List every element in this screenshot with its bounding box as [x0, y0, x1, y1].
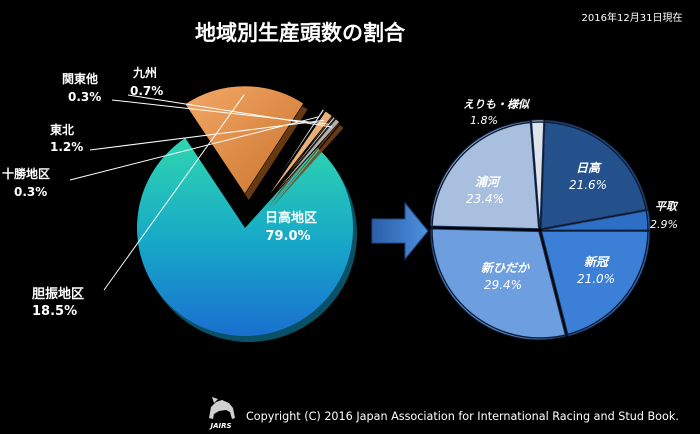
slice-label-value: 23.4% [466, 192, 504, 206]
slice-label-value: 1.2% [50, 140, 83, 154]
slice-label-name: 九州 [132, 65, 157, 80]
leader-line-3 [69, 116, 319, 181]
slice-label-value: 79.0% [265, 229, 310, 244]
left-pie [136, 85, 357, 342]
slice-label-value: 0.3% [68, 90, 101, 104]
pie-slice-2 [184, 85, 305, 195]
chart-title: 地域別生産頭数の割合 [195, 21, 406, 45]
slice-label-value: 2.9% [650, 218, 678, 231]
copyright-text: Copyright (C) 2016 Japan Association for… [246, 410, 679, 423]
slice-label-name: 新ひだか [481, 261, 530, 275]
label-hidaka-region: 日高地区 79.0% [265, 210, 317, 244]
slice-label-name: 十勝地区 [2, 166, 50, 181]
pie-slice-1 [540, 120, 649, 230]
pie-slice-2 [541, 209, 651, 231]
pie-slice-6 [266, 118, 340, 203]
pie-slice-6 [530, 119, 545, 229]
leader-line-2 [103, 94, 245, 291]
slice-label-name: 平取 [655, 200, 679, 213]
label-biratori: 平取 2.9% [650, 200, 679, 231]
slice-label-value: 0.3% [14, 185, 47, 199]
slice-label-name: 新冠 [584, 255, 610, 269]
slice-label-value: 0.7% [130, 84, 163, 98]
slice-label-name: 関東他 [62, 71, 98, 86]
label-hidaka-town: 日高 21.6% [569, 161, 607, 192]
label-tokachi-region: 十勝地区 0.3% [2, 166, 50, 199]
logo-text: JAIRS [208, 422, 231, 430]
slice-shadow [270, 122, 340, 208]
left-pie-leader-lines [69, 94, 333, 291]
slice-label-value: 21.0% [577, 272, 615, 286]
label-tohoku: 東北 1.2% [50, 122, 83, 154]
label-iburi-region: 胆振地区 18.5% [32, 286, 84, 319]
slice-shadow [271, 124, 344, 209]
slice-label-name: 東北 [50, 122, 74, 137]
slice-label-name: 日高地区 [265, 210, 317, 226]
jairs-logo: JAIRS [208, 397, 235, 430]
slice-label-name: えりも・様似 [463, 98, 531, 111]
leader-line-6 [127, 94, 333, 128]
pie-slice-4 [264, 110, 333, 201]
pie-slice-4 [430, 228, 567, 341]
pie-slice-1 [136, 138, 353, 336]
label-erimo-samani: えりも・様似 1.8% [463, 98, 531, 127]
slice-label-value: 29.4% [484, 278, 522, 292]
leader-line-4 [89, 119, 324, 151]
pie-slice-3 [540, 230, 651, 337]
label-urakawa: 浦河 23.4% [466, 175, 504, 206]
label-niikappu: 新冠 21.0% [577, 255, 615, 286]
leader-line-5 [111, 99, 329, 125]
pie-rim [431, 121, 649, 339]
pie-slice-5 [430, 120, 540, 230]
slice-label-name: 日高 [576, 161, 602, 175]
right-pie [430, 119, 651, 341]
slice-label-name: 胆振地区 [32, 286, 84, 302]
pie-slice-3 [263, 108, 325, 200]
slice-label-name: 浦河 [475, 175, 502, 189]
slice-label-value: 18.5% [32, 304, 77, 319]
pie-slice-5 [266, 116, 336, 202]
label-shinhidaka: 新ひだか 29.4% [481, 261, 530, 292]
slice-label-value: 21.6% [569, 178, 607, 192]
label-kyushu: 九州 0.7% [130, 65, 163, 98]
as-of-date: 2016年12月31日現在 [582, 11, 683, 24]
label-kanto-etc: 関東他 0.3% [62, 71, 101, 104]
arrow-icon [371, 201, 429, 261]
slice-label-value: 1.8% [470, 114, 498, 127]
